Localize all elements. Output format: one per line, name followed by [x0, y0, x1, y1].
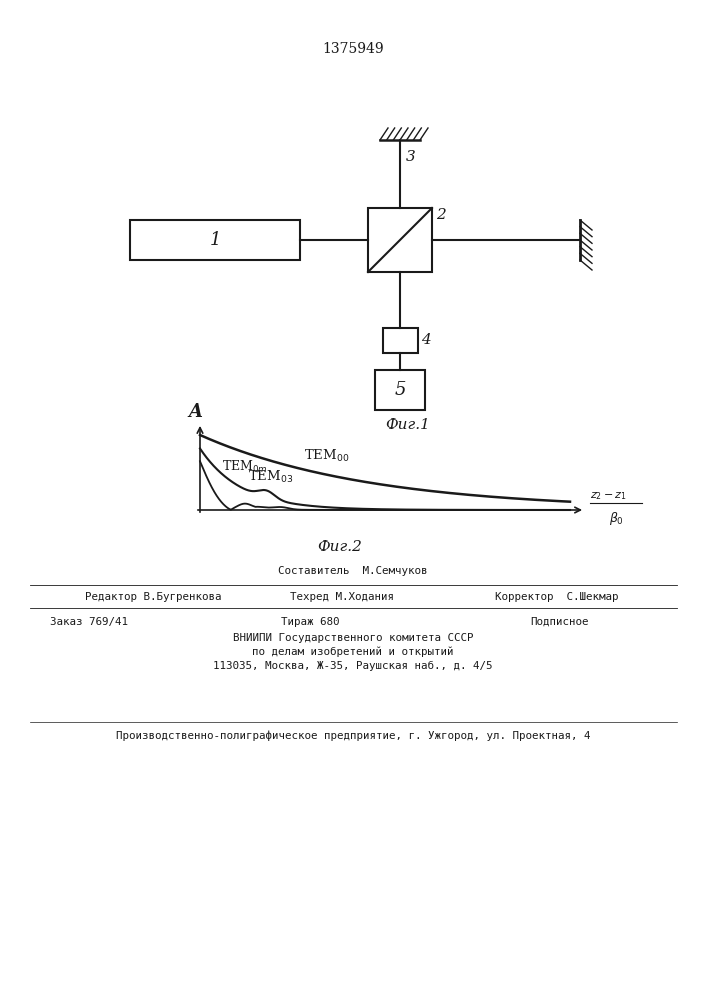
Bar — [375, 370, 425, 410]
Text: 1: 1 — [209, 231, 221, 249]
Text: 5: 5 — [395, 381, 406, 399]
Text: 3: 3 — [406, 150, 416, 164]
Text: Тираж 680: Тираж 680 — [281, 617, 339, 627]
Text: $\beta_0$: $\beta_0$ — [609, 510, 624, 527]
Bar — [382, 328, 418, 353]
Text: Подписное: Подписное — [530, 617, 588, 627]
Text: A: A — [188, 403, 202, 421]
Text: Заказ 769/41: Заказ 769/41 — [50, 617, 128, 627]
Text: Составитель  М.Семчуков: Составитель М.Семчуков — [279, 566, 428, 576]
Text: по делам изобретений и открытий: по делам изобретений и открытий — [252, 647, 454, 657]
Text: Корректор  С.Шекмар: Корректор С.Шекмар — [495, 591, 619, 601]
Text: Фиг.2: Фиг.2 — [317, 540, 363, 554]
Text: ВНИИПИ Государственного комитета СССР: ВНИИПИ Государственного комитета СССР — [233, 633, 473, 643]
Text: 4: 4 — [421, 333, 431, 347]
Text: TEM$_{00}$: TEM$_{00}$ — [304, 447, 349, 464]
Text: 1375949: 1375949 — [322, 42, 384, 56]
Text: Редактор В.Бугренкова: Редактор В.Бугренкова — [85, 591, 221, 601]
Text: Техред М.Ходания: Техред М.Ходания — [290, 591, 394, 601]
Text: Производственно-полиграфическое предприятие, г. Ужгород, ул. Проектная, 4: Производственно-полиграфическое предприя… — [116, 731, 590, 741]
Text: TEM$_{03}$: TEM$_{03}$ — [248, 469, 293, 485]
Bar — [130, 220, 300, 260]
Text: Фиг.1: Фиг.1 — [385, 418, 431, 432]
Text: 2: 2 — [436, 208, 445, 222]
Text: $z_2 - z_1$: $z_2 - z_1$ — [590, 490, 627, 502]
Text: 113035, Москва, Ж-35, Раушская наб., д. 4/5: 113035, Москва, Ж-35, Раушская наб., д. … — [214, 661, 493, 671]
Bar — [368, 208, 432, 272]
Text: TEM$_{0m}$: TEM$_{0m}$ — [222, 459, 268, 475]
